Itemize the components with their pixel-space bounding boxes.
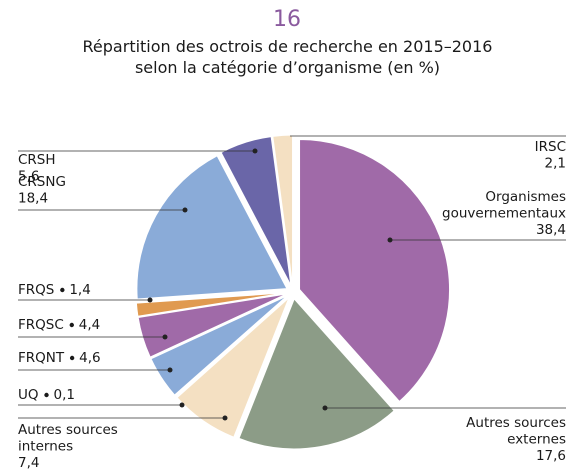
leader-dot bbox=[179, 402, 185, 408]
leader-dot bbox=[387, 237, 393, 243]
slice-label: Organismes gouvernementaux bbox=[442, 189, 566, 222]
pie-slice bbox=[150, 295, 288, 396]
pie-slice bbox=[174, 296, 289, 398]
value-label: 5,6 bbox=[18, 169, 39, 185]
slice-label: Autres sources internes bbox=[18, 422, 118, 455]
slice-label: UQ bbox=[18, 387, 39, 403]
pie-slice bbox=[135, 292, 287, 317]
figure-number: 16 bbox=[273, 7, 301, 32]
value-label: 0,1 bbox=[54, 387, 75, 403]
separator-dot bbox=[44, 392, 49, 398]
value-label: 4,4 bbox=[79, 317, 100, 333]
slice-label: FRQS bbox=[18, 282, 54, 298]
leader-dot bbox=[167, 367, 173, 373]
value-label: 38,4 bbox=[536, 222, 566, 238]
leader-dot bbox=[252, 148, 258, 154]
separator-dot bbox=[60, 287, 65, 293]
pie-slice bbox=[299, 139, 450, 403]
title-box: Répartition des octrois de recherche en … bbox=[82, 37, 493, 77]
separator-dot bbox=[69, 322, 74, 328]
value-label: 1,4 bbox=[69, 282, 90, 298]
leader-dot bbox=[222, 415, 228, 421]
pie-slice bbox=[220, 136, 292, 286]
leader-dot bbox=[322, 405, 328, 411]
pie-slice bbox=[136, 155, 288, 300]
slice-label: FRQNT bbox=[18, 350, 65, 366]
separator-dot bbox=[69, 355, 75, 361]
pie-slice bbox=[238, 297, 395, 450]
value-label: 18,4 bbox=[18, 191, 48, 207]
leader-dot bbox=[182, 207, 188, 213]
leader-dot bbox=[162, 334, 168, 340]
leader-dot bbox=[147, 297, 153, 303]
pie-slice bbox=[176, 297, 290, 438]
slice-label: CRSH bbox=[18, 152, 56, 168]
slice-label: Autres sources externes bbox=[466, 415, 566, 448]
slice-label: IRSC bbox=[535, 139, 566, 155]
slice-label: CRSNG bbox=[18, 174, 66, 190]
chart-title: Répartition des octrois de recherche en … bbox=[82, 37, 493, 77]
value-label: 2,1 bbox=[545, 156, 566, 172]
pie-slice bbox=[272, 134, 294, 286]
pie-slice bbox=[137, 293, 287, 358]
value-label: 7,4 bbox=[18, 455, 39, 471]
value-label: 4,6 bbox=[79, 350, 100, 366]
slice-label: FRQSC bbox=[18, 317, 64, 333]
value-label: 17,6 bbox=[536, 448, 566, 464]
